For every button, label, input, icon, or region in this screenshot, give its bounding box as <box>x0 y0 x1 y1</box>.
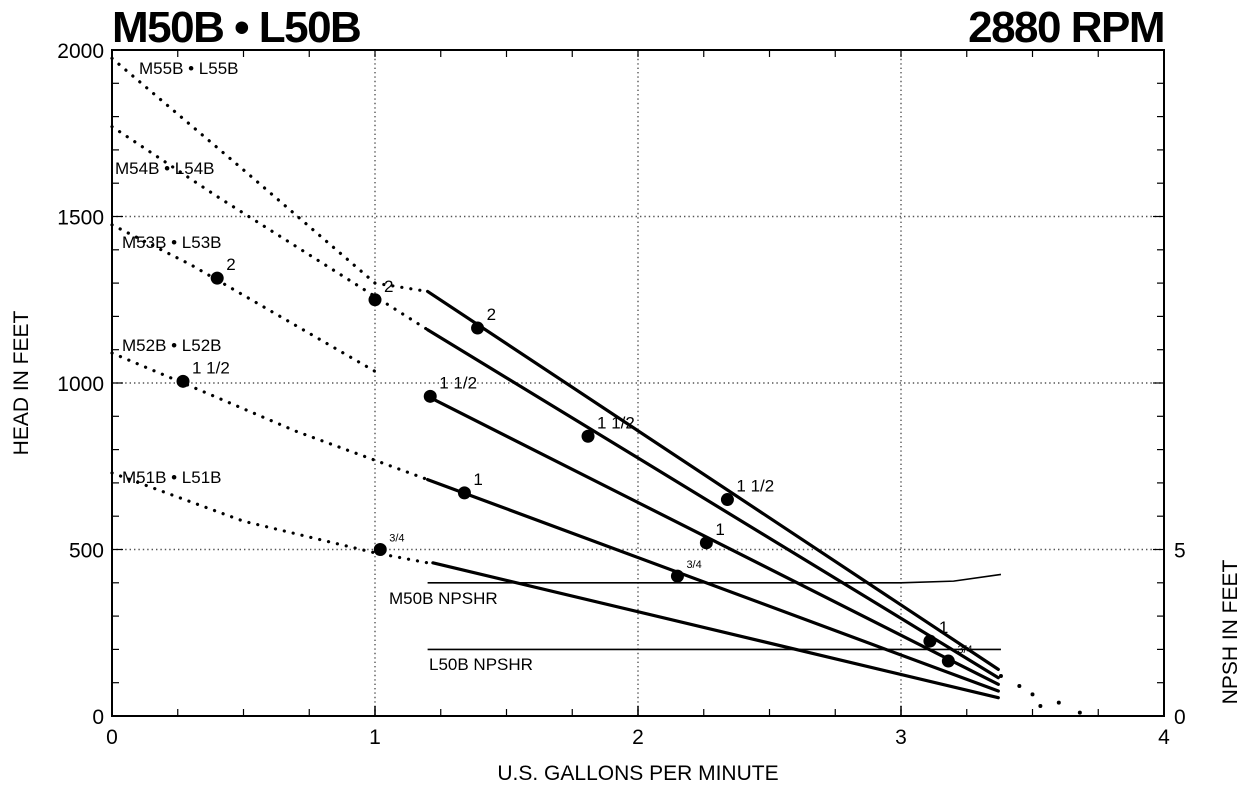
marker-label: 3/4 <box>389 533 404 545</box>
series-label-m54b: M54B • L54B <box>115 159 215 178</box>
x-tick-label: 4 <box>1158 726 1170 749</box>
marker-label: 3/4 <box>686 559 701 571</box>
y-axis-label: HEAD IN FEET <box>10 310 33 455</box>
x-axis-label: U.S. GALLONS PER MINUTE <box>497 762 778 785</box>
y-tick-label: 500 <box>69 540 104 563</box>
marker-label: 3/4 <box>957 644 972 656</box>
y2-tick-label: 5 <box>1174 540 1186 563</box>
y-tick-label: 1500 <box>57 207 104 230</box>
series-label-m51b: M51B • L51B <box>122 468 222 487</box>
npshr-line-5 <box>427 573 1002 584</box>
marker-label: 2 <box>226 255 235 274</box>
series-dotted-0 <box>110 56 430 294</box>
data-point-marker <box>176 374 190 388</box>
marker-label: 1 1/2 <box>192 358 230 377</box>
data-point-marker <box>457 486 471 500</box>
marker-label: 2 <box>384 277 393 296</box>
tail-point <box>1030 692 1035 697</box>
x-tick-label: 0 <box>106 726 118 749</box>
marker-label: 1 1/2 <box>439 373 477 392</box>
data-point-marker <box>670 569 684 583</box>
series-line-1 <box>426 328 1000 680</box>
data-point-marker <box>720 493 734 507</box>
data-point-marker <box>373 543 387 556</box>
data-point-marker <box>941 654 955 668</box>
data-point-marker <box>923 634 937 648</box>
y-tick-label: 0 <box>92 706 104 729</box>
grid-layer <box>112 50 1164 716</box>
series-dotted-3 <box>110 351 430 482</box>
chart-title: M50B • L50B <box>112 3 360 52</box>
x-tick-label: 2 <box>632 726 644 749</box>
data-point-marker <box>210 271 224 285</box>
series-label-l50b-npshr: L50B NPSHR <box>429 655 533 674</box>
series-line-0 <box>426 289 1000 671</box>
y-tick-label: 2000 <box>57 40 104 63</box>
marker-label: 1 1/2 <box>597 413 635 432</box>
tail-point <box>1038 704 1043 709</box>
y2-axis-label: NPSH IN FEET <box>1219 559 1242 704</box>
data-point-marker <box>581 429 595 443</box>
series-line-3 <box>426 477 1000 693</box>
marker-label: 1 <box>715 520 724 539</box>
plot-frame <box>111 49 1165 717</box>
marker-label: 2 <box>487 305 496 324</box>
data-point-marker <box>423 389 437 403</box>
series-dotted-4 <box>110 471 430 565</box>
marker-label: 1 <box>473 470 482 489</box>
series-dotted-2 <box>110 223 377 373</box>
marker-layer: 2 2 1 1/2 1 3/4 2 1 1/2 1 1 1/2 1 1/2 1 3/4 3/4 <box>176 255 973 668</box>
x-tick-label: 1 <box>369 726 381 749</box>
y-tick-label: 1000 <box>57 373 104 396</box>
series-label-m50b-npshr: M50B NPSHR <box>389 589 498 608</box>
data-point-marker <box>368 293 382 307</box>
tail-point <box>1017 684 1022 689</box>
marker-label: 1 1/2 <box>736 477 774 496</box>
series-dotted-1 <box>110 124 430 332</box>
series-label-m53b: M53B • L53B <box>122 233 222 252</box>
tail-point <box>1056 700 1061 705</box>
series-label-m55b: M55B • L55B <box>139 59 239 78</box>
series-layer <box>110 56 1082 715</box>
data-point-marker <box>699 536 713 550</box>
series-line-4 <box>431 561 1000 700</box>
marker-label: 1 <box>939 618 948 637</box>
y2-tick-label: 0 <box>1174 706 1186 729</box>
series-line-2 <box>426 394 1000 686</box>
tail-point <box>998 674 1003 679</box>
chart-title-rpm: 2880 RPM <box>968 3 1164 52</box>
x-tick-label: 3 <box>895 726 907 749</box>
data-point-marker <box>471 321 485 335</box>
series-label-m52b: M52B • L52B <box>122 336 222 355</box>
tail-point <box>1077 710 1082 715</box>
